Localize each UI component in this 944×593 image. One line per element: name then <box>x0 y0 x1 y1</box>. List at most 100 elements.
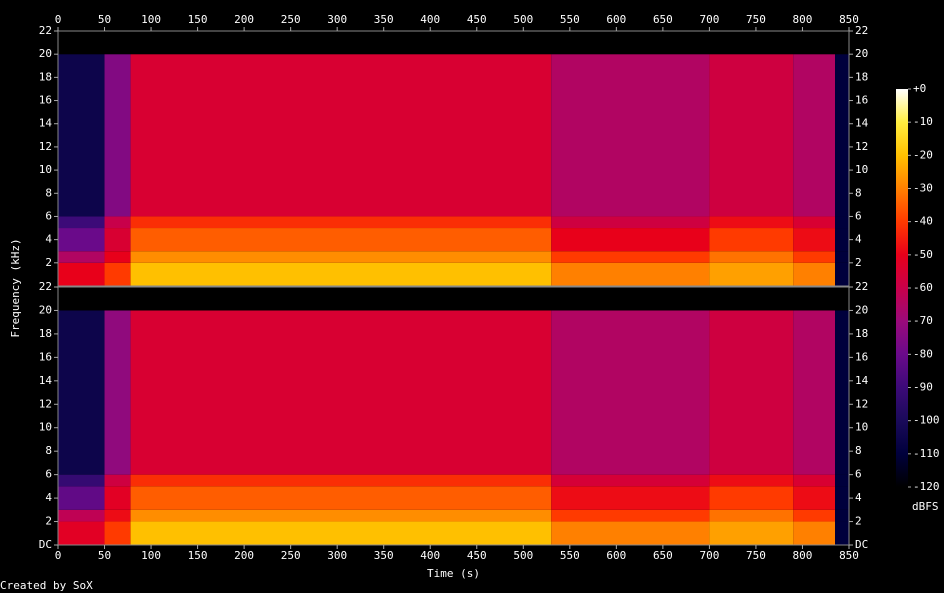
spectrogram-cell <box>104 287 131 311</box>
spectrogram-cell <box>709 474 794 487</box>
y-tick-label: 6 <box>855 209 862 222</box>
spectrogram-cell <box>835 310 849 475</box>
y-tick-label: 14 <box>39 374 53 387</box>
spectrogram-cell <box>793 228 836 252</box>
spectrogram-cell <box>551 251 710 263</box>
y-tick-label: 12 <box>855 397 868 410</box>
spectrogram-cell <box>835 474 849 487</box>
plot-frame <box>57 30 850 287</box>
y-tick-label: 4 <box>855 233 862 246</box>
spectrogram-cell <box>130 54 552 217</box>
spectrogram-cell <box>58 521 105 545</box>
y-tick-label: 6 <box>45 468 52 481</box>
x-tick-label: 800 <box>793 549 813 562</box>
x-tick-label: 600 <box>606 549 626 562</box>
y-tick-label: 20 <box>39 47 52 60</box>
colorbar-tick-label: -70 <box>913 314 933 327</box>
spectrogram-cell <box>793 54 836 217</box>
y-tick-label: 10 <box>855 421 868 434</box>
spectrogram-cell <box>58 216 105 229</box>
spectrogram-cell <box>835 486 849 510</box>
x-axis-label: Time (s) <box>427 567 480 580</box>
y-tick-label: 4 <box>855 491 862 504</box>
spectrogram-cell <box>58 54 105 217</box>
x-tick-label: 50 <box>98 549 111 562</box>
colorbar-tick-label: -50 <box>913 248 933 261</box>
colorbar-tick-label: -10 <box>913 115 933 128</box>
colorbar-tick-label: -90 <box>913 381 933 394</box>
spectrogram-cell <box>709 54 794 217</box>
y-tick-label: 20 <box>39 303 52 316</box>
y-tick-label: 18 <box>855 70 868 83</box>
spectrogram-cell <box>58 486 105 510</box>
spectrogram-cell <box>551 509 710 522</box>
spectrogram-cell <box>551 216 710 229</box>
spectrogram-cell <box>58 228 105 252</box>
spectrogram-cell <box>551 310 710 475</box>
y-tick-label: 22 <box>39 24 52 37</box>
spectrogram-cell <box>104 486 131 510</box>
spectrogram-cell <box>551 31 710 55</box>
spectrogram-cell <box>130 310 552 475</box>
spectrogram-cell <box>104 228 131 252</box>
colorbar-tick-label: -110 <box>913 447 940 460</box>
y-tick-label: 22 <box>855 24 868 37</box>
spectrogram-cell <box>835 262 849 286</box>
spectrogram-cell <box>104 262 131 286</box>
spectrogram-cell <box>709 486 794 510</box>
x-tick-label: 50 <box>98 13 111 26</box>
colorbar-tick-label: -100 <box>913 414 940 427</box>
spectrogram-cell <box>709 251 794 263</box>
y-tick-label: 16 <box>39 350 52 363</box>
x-tick-label: 200 <box>234 549 254 562</box>
x-tick-label: 0 <box>55 13 62 26</box>
spectrogram-cell <box>709 262 794 286</box>
colorbar-tick-label: -30 <box>913 182 933 195</box>
x-tick-label: 600 <box>606 13 626 26</box>
spectrogram-cell <box>104 31 131 55</box>
x-tick-label: 350 <box>374 13 394 26</box>
spectrogram-cell <box>551 486 710 510</box>
spectrogram-cell <box>58 509 105 522</box>
spectrogram-cell <box>104 251 131 263</box>
spectrogram-cell <box>709 521 794 545</box>
spectrogram-cell <box>793 216 836 229</box>
y-tick-label: 4 <box>45 233 52 246</box>
y-tick-label: 14 <box>855 117 869 130</box>
spectrogram-cell <box>551 521 710 545</box>
y-tick-label: 12 <box>39 397 52 410</box>
spectrogram-cell <box>835 521 849 545</box>
spectrogram-cell <box>130 521 552 545</box>
colorbar-tick-label: -20 <box>913 148 933 161</box>
spectrogram-cell <box>709 287 794 311</box>
spectrogram-cell <box>793 474 836 487</box>
x-tick-label: 300 <box>327 13 347 26</box>
x-tick-label: 100 <box>141 549 161 562</box>
y-tick-label: 18 <box>39 327 52 340</box>
spectrogram-cell <box>130 31 552 55</box>
spectrogram-cell <box>130 216 552 229</box>
spectrogram-cell <box>551 287 710 311</box>
y-tick-label: 14 <box>39 117 53 130</box>
x-tick-label: 800 <box>793 13 813 26</box>
y-tick-label: 22 <box>855 280 868 293</box>
y-tick-label: 10 <box>39 163 52 176</box>
y-tick-label: 8 <box>855 186 862 199</box>
y-tick-label: 2 <box>45 256 52 269</box>
x-tick-label: 850 <box>839 13 859 26</box>
y-tick-label: 16 <box>855 94 868 107</box>
spectrogram-cell <box>793 310 836 475</box>
y-tick-label: 12 <box>855 140 868 153</box>
y-tick-label: 10 <box>855 163 868 176</box>
x-tick-label: 350 <box>374 549 394 562</box>
x-tick-label: 300 <box>327 549 347 562</box>
spectrogram-cell <box>793 486 836 510</box>
spectrogram-cell <box>835 287 849 311</box>
spectrogram-cell <box>793 521 836 545</box>
spectrogram-cell <box>793 262 836 286</box>
x-tick-label: 400 <box>420 13 440 26</box>
spectrogram-cell <box>130 262 552 286</box>
spectrogram-cell <box>130 251 552 263</box>
x-tick-label: 450 <box>467 549 487 562</box>
